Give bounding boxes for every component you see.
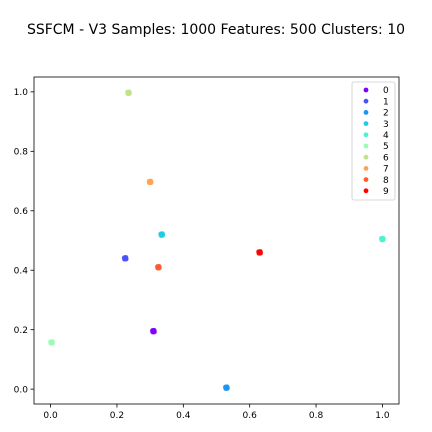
y-tick-label: 1.0	[14, 88, 29, 98]
legend-marker-3	[363, 121, 369, 126]
x-tick-label: 0.4	[176, 411, 191, 421]
cluster-6-point	[125, 91, 130, 96]
cluster-3-point	[158, 233, 164, 238]
cluster-4-point	[379, 237, 384, 243]
x-tick-label: 0.2	[110, 411, 124, 421]
y-tick-label: 0.2	[14, 326, 28, 336]
cluster-0-point	[150, 329, 155, 335]
axis-ticks: 0.0 0.2 0.4 0.6 0.8 1.0 0.0 0.2 0.4 0.6 0.8 1.0	[14, 88, 390, 421]
x-tick-label: 0.0	[43, 411, 58, 421]
cluster-8-point	[155, 266, 160, 271]
x-tick-label: 0.8	[309, 411, 324, 421]
legend-marker-6	[363, 154, 369, 160]
cluster-2-point	[223, 386, 228, 391]
legend-label-4: 4	[383, 131, 389, 141]
legend-marker-5	[363, 143, 369, 149]
legend-label-1: 1	[383, 97, 389, 107]
cluster-5-point	[48, 341, 53, 346]
cluster-1-point	[122, 257, 127, 262]
chart-title: SSFCM - V3 Samples: 1000 Features: 500 C…	[26, 22, 406, 38]
legend-label-8: 8	[383, 176, 389, 186]
x-tick-label: 0.6	[243, 411, 258, 421]
legend-label-7: 7	[383, 165, 389, 175]
x-tick-label: 1.0	[375, 411, 390, 421]
legend-marker-0	[363, 87, 369, 93]
legend-label-9: 9	[383, 187, 389, 197]
y-tick-label: 0.8	[14, 148, 29, 158]
legend-marker-2	[363, 110, 369, 115]
legend-label-2: 2	[383, 109, 389, 119]
data-points	[48, 89, 386, 391]
y-tick-label: 0.0	[14, 385, 29, 395]
legend-marker-4	[363, 132, 369, 138]
legend-box	[351, 81, 396, 201]
y-tick-label: 0.4	[14, 266, 29, 276]
legend-marker-1	[363, 98, 369, 104]
y-tick-label: 0.6	[14, 207, 29, 217]
legend-label-6: 6	[383, 153, 389, 163]
legend-label-0: 0	[383, 86, 389, 96]
legend-marker-8	[363, 177, 369, 183]
legend-marker-7	[363, 166, 369, 171]
cluster-7-point	[147, 180, 152, 186]
cluster-9-point	[256, 251, 261, 256]
legend-marker-9	[363, 188, 369, 194]
legend-label-3: 3	[383, 120, 389, 130]
plot-frame	[33, 76, 400, 405]
legend-label-5: 5	[383, 142, 389, 152]
